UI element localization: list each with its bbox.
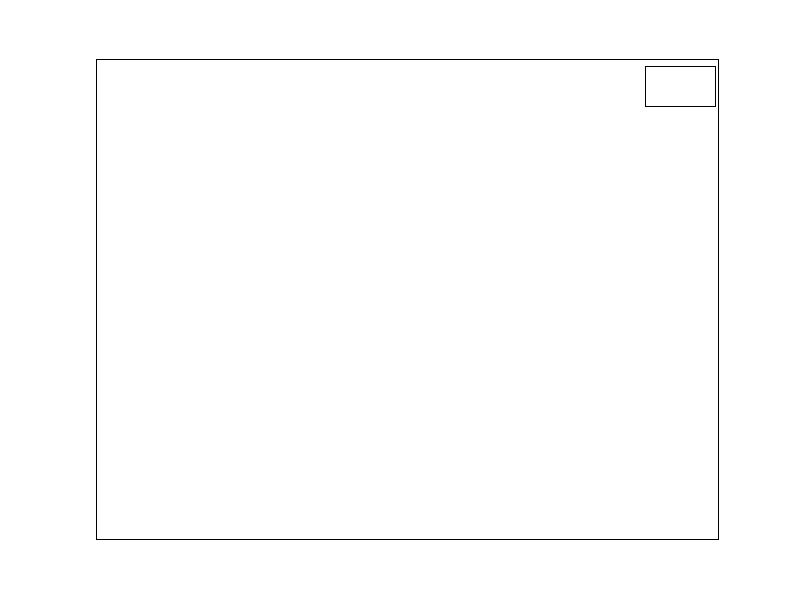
fp-color-swatch [652,87,680,98]
legend-item-tp [652,74,708,85]
legend [645,66,716,107]
tp-color-swatch [652,74,680,85]
legend-item-fp [652,87,708,98]
plot-area [95,58,719,540]
